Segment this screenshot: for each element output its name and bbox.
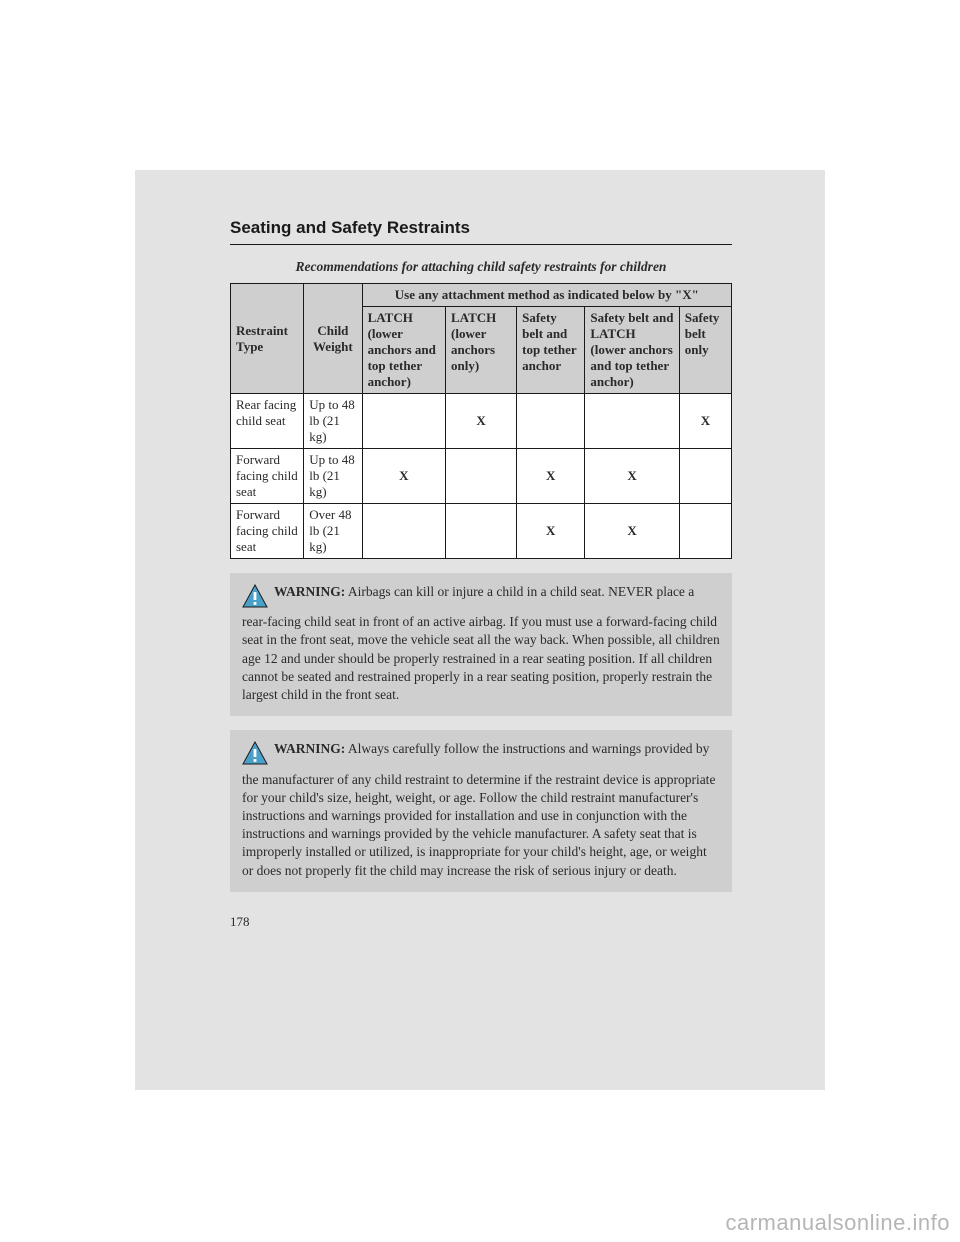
watermark: carmanualsonline.info bbox=[725, 1210, 950, 1236]
cell-mark bbox=[679, 449, 731, 504]
cell-mark bbox=[362, 504, 445, 559]
cell-mark bbox=[517, 394, 585, 449]
cell-mark bbox=[679, 504, 731, 559]
cell-mark: X bbox=[679, 394, 731, 449]
warning-box: WARNING: Always carefully follow the ins… bbox=[230, 730, 732, 892]
restraint-table: Restraint Type Child Weight Use any atta… bbox=[230, 283, 732, 559]
col-method-header: Use any attachment method as indicated b… bbox=[362, 284, 731, 307]
cell-mark bbox=[362, 394, 445, 449]
warning-icon bbox=[242, 741, 268, 770]
cell-type: Rear facing child seat bbox=[231, 394, 304, 449]
col-restraint-type: Restraint Type bbox=[231, 284, 304, 394]
cell-mark: X bbox=[362, 449, 445, 504]
cell-mark: X bbox=[585, 449, 679, 504]
cell-type: Forward facing child seat bbox=[231, 449, 304, 504]
page-number: 178 bbox=[230, 914, 732, 930]
cell-mark: X bbox=[517, 504, 585, 559]
cell-mark: X bbox=[446, 394, 517, 449]
cell-weight: Over 48 lb (21 kg) bbox=[304, 504, 362, 559]
table-row: Forward facing child seat Up to 48 lb (2… bbox=[231, 449, 732, 504]
cell-mark: X bbox=[585, 504, 679, 559]
cell-weight: Up to 48 lb (21 kg) bbox=[304, 449, 362, 504]
col-child-weight: Child Weight bbox=[304, 284, 362, 394]
cell-mark bbox=[585, 394, 679, 449]
table-row: Forward facing child seat Over 48 lb (21… bbox=[231, 504, 732, 559]
warning-text: Airbags can kill or injure a child in a … bbox=[242, 584, 720, 702]
table-row: Rear facing child seat Up to 48 lb (21 k… bbox=[231, 394, 732, 449]
cell-mark: X bbox=[517, 449, 585, 504]
col-belt-only: Safety belt only bbox=[679, 307, 731, 394]
col-latch-full: LATCH (lower anchors and top tether anch… bbox=[362, 307, 445, 394]
section-title: Seating and Safety Restraints bbox=[230, 218, 732, 245]
warning-label: WARNING: bbox=[274, 741, 345, 756]
cell-mark bbox=[446, 504, 517, 559]
warning-text: Always carefully follow the instructions… bbox=[242, 741, 715, 877]
cell-mark bbox=[446, 449, 517, 504]
page-content: Seating and Safety Restraints Recommenda… bbox=[230, 218, 732, 930]
table-subtitle: Recommendations for attaching child safe… bbox=[230, 259, 732, 275]
col-belt-latch: Safety belt and LATCH (lower anchors and… bbox=[585, 307, 679, 394]
warning-box: WARNING: Airbags can kill or injure a ch… bbox=[230, 573, 732, 716]
warning-label: WARNING: bbox=[274, 584, 345, 599]
cell-weight: Up to 48 lb (21 kg) bbox=[304, 394, 362, 449]
col-belt-tether: Safety belt and top tether anchor bbox=[517, 307, 585, 394]
cell-type: Forward facing child seat bbox=[231, 504, 304, 559]
warning-icon bbox=[242, 584, 268, 613]
col-latch-lower: LATCH (lower anchors only) bbox=[446, 307, 517, 394]
